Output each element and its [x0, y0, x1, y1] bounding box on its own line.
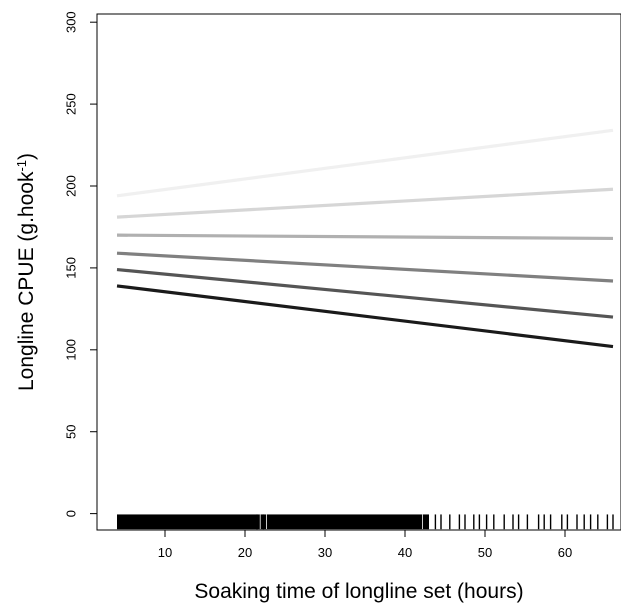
- series-line-6: [116, 284, 614, 349]
- series-lines: [116, 128, 614, 349]
- x-axis-title: Soaking time of longline set (hours): [194, 580, 523, 603]
- series-line-5: [116, 267, 614, 319]
- series-line-3: [116, 233, 614, 241]
- y-tick-label: 200: [64, 175, 79, 197]
- y-tick-label: 50: [64, 424, 79, 438]
- rug-plot: [117, 514, 614, 530]
- x-tick-label: 10: [158, 545, 172, 560]
- series-line-2: [116, 187, 614, 219]
- series-line-4: [116, 251, 614, 283]
- x-tick-label: 50: [478, 545, 492, 560]
- y-tick-label: 250: [64, 93, 79, 115]
- y-axis-title-sup: -1: [14, 160, 29, 172]
- x-tick-label: 60: [558, 545, 572, 560]
- y-axis: 0 50 100 150 200 250 300: [64, 11, 97, 517]
- y-axis-title-suffix: ): [15, 153, 38, 160]
- y-tick-label: 100: [64, 339, 79, 361]
- y-tick-label: 300: [64, 11, 79, 33]
- series-line-1: [116, 128, 614, 198]
- y-axis-title-main: Longline CPUE (g.hook: [15, 171, 38, 391]
- x-tick-label: 20: [238, 545, 252, 560]
- rug-dense-block: [117, 514, 429, 530]
- x-tick-label: 40: [398, 545, 412, 560]
- x-tick-label: 30: [318, 545, 332, 560]
- x-axis: 10 20 30 40 50 60: [158, 530, 572, 560]
- y-axis-title: Longline CPUE (g.hook-1): [14, 153, 38, 391]
- y-tick-label: 150: [64, 257, 79, 279]
- plot-frame: [96, 13, 621, 531]
- y-tick-label: 0: [64, 510, 79, 517]
